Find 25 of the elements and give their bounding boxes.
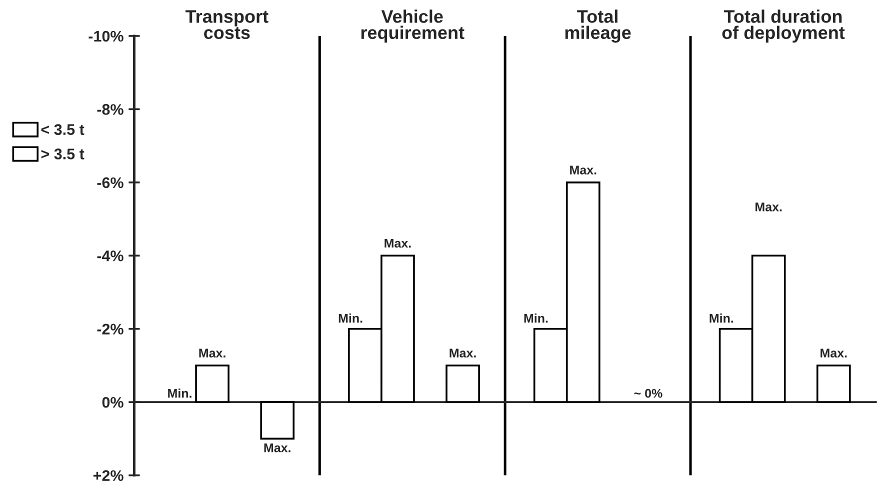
data-label: Max. bbox=[450, 348, 476, 358]
data-label: Min. bbox=[524, 314, 548, 323]
x-tick-label: Total mileage bbox=[565, 10, 631, 43]
y-tick-label: 0% bbox=[102, 396, 124, 408]
x-tick-label: Vehicle requirement bbox=[361, 10, 464, 43]
y-tick-label: -10% bbox=[88, 30, 124, 42]
x-tick-label: Transport costs bbox=[186, 10, 268, 40]
y-tick-label: -6% bbox=[97, 177, 124, 188]
legend-label: < 3.5 t bbox=[41, 124, 84, 135]
y-tick-label: +2% bbox=[93, 470, 124, 481]
data-label: Max. bbox=[264, 444, 290, 452]
y-tick-label: -8% bbox=[97, 104, 124, 115]
data-label: Max. bbox=[199, 348, 226, 358]
data-label: Max. bbox=[570, 166, 596, 174]
x-tick-label: Total duration of deployment bbox=[722, 10, 845, 43]
data-label: Min. bbox=[168, 388, 192, 398]
y-tick-label: -4% bbox=[97, 250, 124, 262]
data-label: Max. bbox=[384, 238, 411, 248]
annotation: Max. bbox=[756, 202, 782, 212]
data-label: Max. bbox=[820, 348, 847, 358]
data-label: Min. bbox=[338, 314, 362, 323]
y-tick-label: -2% bbox=[97, 324, 124, 335]
data-label: Min. bbox=[710, 314, 734, 323]
legend-label: > 3.5 t bbox=[41, 148, 84, 160]
data-label: ~ 0% bbox=[634, 388, 662, 398]
